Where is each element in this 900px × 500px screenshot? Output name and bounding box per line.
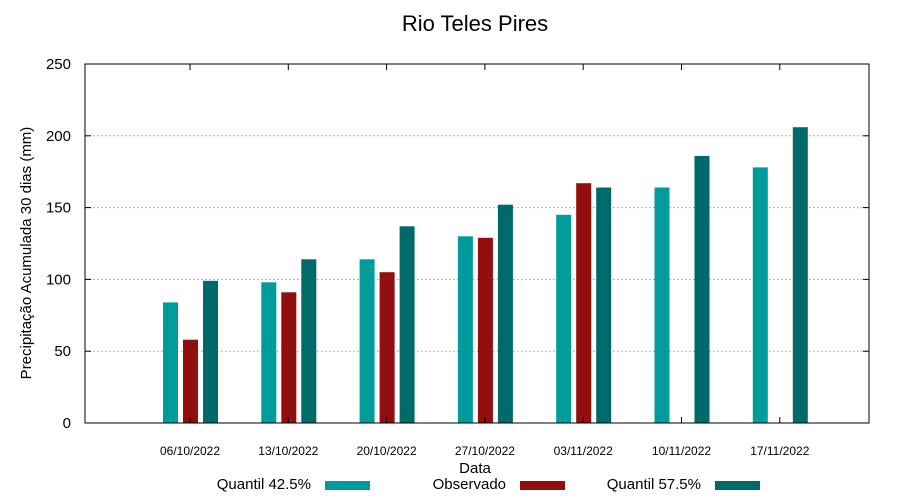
y-axis-label: Precipitação Acumulada 30 dias (mm) (18, 127, 35, 380)
legend-label: Quantil 42.5% (217, 476, 311, 493)
x-axis-label: Data (459, 460, 491, 477)
y-tick-label: 0 (63, 415, 71, 432)
bar (596, 187, 612, 423)
chart-title: Rio Teles Pires (402, 11, 548, 36)
bar (477, 237, 493, 423)
bar (752, 167, 768, 423)
bar (457, 236, 473, 423)
y-tick-label: 100 (46, 271, 71, 288)
bar (654, 187, 670, 423)
x-tick-label: 13/10/2022 (258, 444, 318, 458)
bar (576, 183, 592, 423)
bar (792, 127, 808, 423)
bar (183, 339, 198, 423)
bar (261, 282, 277, 423)
x-tick-label: 06/10/2022 (160, 444, 220, 458)
y-tick-label: 250 (46, 56, 71, 73)
bar (379, 272, 395, 423)
legend-swatch (715, 481, 760, 490)
x-tick-label: 17/11/2022 (750, 444, 809, 458)
bar (301, 259, 317, 423)
bar (203, 280, 218, 423)
legend-swatch (325, 481, 370, 490)
y-tick-label: 200 (46, 128, 71, 145)
x-tick-label: 03/11/2022 (554, 444, 613, 458)
bar (281, 292, 297, 423)
legend-label: Quantil 57.5% (607, 476, 701, 493)
x-tick-label: 10/11/2022 (652, 444, 711, 458)
y-axis-ticks: 0 50 100 150 200 250 (46, 56, 869, 432)
legend-label: Observado (433, 476, 506, 493)
y-tick-label: 50 (54, 343, 71, 360)
bar (556, 214, 572, 423)
bar (399, 226, 415, 423)
bar (359, 259, 375, 423)
bars (163, 127, 808, 423)
x-tick-label: 27/10/2022 (455, 444, 515, 458)
x-tick-label: 20/10/2022 (357, 444, 417, 458)
y-tick-label: 150 (46, 200, 71, 217)
bar (163, 302, 178, 423)
legend-swatch (520, 481, 565, 490)
plot-frame (84, 63, 870, 424)
grid-lines (85, 135, 869, 352)
bar (497, 204, 513, 423)
x-axis-ticks: 06/10/2022 13/10/2022 20/10/2022 27/10/2022… (160, 64, 810, 458)
bar (694, 155, 710, 423)
legend: Quantil 42.5% Observado Quantil 57.5% (217, 476, 760, 493)
